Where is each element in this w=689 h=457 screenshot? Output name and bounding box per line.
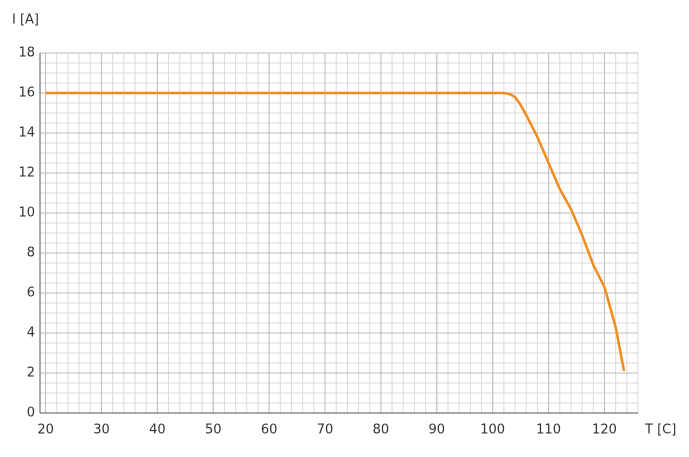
x-tick-label: 90 — [429, 423, 446, 438]
x-tick-label: 30 — [93, 423, 110, 438]
x-tick-label: 80 — [373, 423, 390, 438]
y-tick-label: 12 — [18, 166, 35, 181]
x-tick-label: 120 — [592, 423, 617, 438]
y-tick-label: 6 — [27, 286, 35, 301]
y-tick-label: 14 — [18, 126, 35, 141]
x-tick-label: 50 — [205, 423, 222, 438]
x-axis-label: T [C] — [644, 423, 676, 438]
y-tick-label: 16 — [18, 86, 35, 101]
y-tick-label: 10 — [18, 206, 35, 221]
x-tick-label: 110 — [536, 423, 561, 438]
y-tick-label: 4 — [27, 326, 35, 341]
y-tick-label: 18 — [18, 46, 35, 61]
line — [45, 91, 626, 372]
x-tick-label: 70 — [317, 423, 334, 438]
x-tick-label: 100 — [480, 423, 505, 438]
x-tick-label: 40 — [149, 423, 166, 438]
x-tick-label: 20 — [37, 423, 54, 438]
y-tick-label: 8 — [27, 246, 35, 261]
x-tick-label: 60 — [261, 423, 278, 438]
y-tick-label: 2 — [27, 366, 35, 381]
y-axis-label: I [A] — [12, 13, 39, 28]
y-tick-label: 0 — [27, 406, 35, 421]
